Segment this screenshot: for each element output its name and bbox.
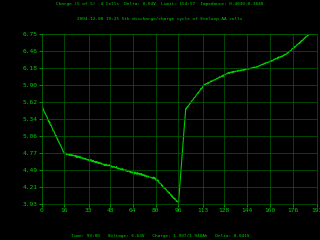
Text: Charge (5 of 5)  4 Cells  Delta: 0.04V  Limit: 154:57  Impedance: 0.4030-0.3840: Charge (5 of 5) 4 Cells Delta: 0.04V Lim… <box>56 2 264 6</box>
Text: Time: 99:00   Voltage: 6.64V   Charge: 1.997/1.940Ah   Delta: 0.041V: Time: 99:00 Voltage: 6.64V Charge: 1.997… <box>71 234 249 238</box>
Text: 2004-12-08 19:25 5th discharge/charge cycle of Eneloop AA cells: 2004-12-08 19:25 5th discharge/charge cy… <box>77 17 243 21</box>
